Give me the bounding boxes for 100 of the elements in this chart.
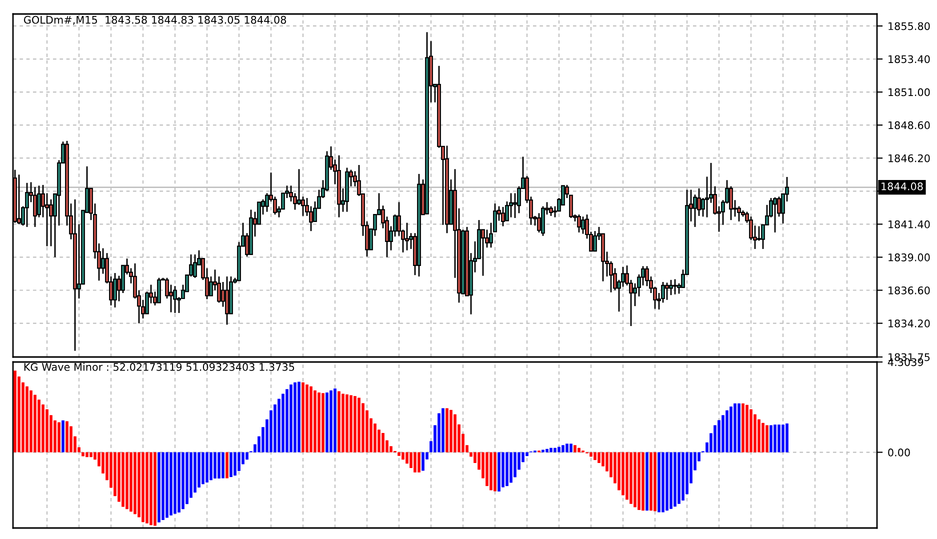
- bar: [86, 452, 88, 458]
- bar: [762, 422, 764, 452]
- candlestick: [705, 176, 709, 218]
- bar: [350, 395, 352, 452]
- bar: [562, 445, 564, 452]
- bar: [410, 452, 412, 468]
- bar: [398, 452, 400, 456]
- bar: [178, 452, 180, 512]
- bar: [542, 450, 544, 452]
- bar: [774, 424, 776, 452]
- bar: [294, 382, 296, 452]
- ref-line-label: 1844.08: [882, 182, 923, 190]
- bar: [126, 452, 128, 510]
- bar: [318, 392, 320, 452]
- bar: [454, 414, 456, 452]
- bar: [494, 452, 496, 492]
- candlestick: [225, 276, 229, 326]
- bar: [746, 404, 748, 452]
- bar: [658, 452, 660, 512]
- y-tick-label: 1836.60: [888, 286, 930, 294]
- bar: [498, 452, 500, 492]
- bar: [442, 408, 444, 452]
- y-tick-label: 1834.20: [888, 320, 930, 328]
- bar: [170, 452, 172, 516]
- bar: [226, 452, 228, 478]
- bar: [574, 445, 576, 452]
- candlestick: [425, 31, 429, 214]
- bar: [182, 452, 184, 510]
- bar: [570, 444, 572, 452]
- bar: [546, 448, 548, 452]
- bar: [34, 394, 36, 452]
- bar: [750, 409, 752, 452]
- bar: [662, 452, 664, 512]
- bar: [414, 452, 416, 472]
- bar: [382, 432, 384, 452]
- bar: [222, 452, 224, 478]
- candlestick: [257, 202, 261, 225]
- bar: [418, 452, 420, 472]
- bar: [670, 452, 672, 509]
- candlestick: [417, 173, 421, 278]
- bar: [66, 421, 68, 452]
- bar: [26, 386, 28, 452]
- bar: [554, 448, 556, 452]
- candlestick: [481, 229, 485, 276]
- bar: [162, 452, 164, 520]
- chart-title: KG Wave Minor : 52.02173119 51.09323403 1.3735: [24, 362, 294, 371]
- bar: [490, 452, 492, 490]
- bar: [646, 452, 648, 511]
- bar: [290, 384, 292, 452]
- bar: [158, 452, 160, 522]
- bar: [174, 452, 176, 514]
- candlestick: [509, 192, 513, 218]
- bar: [502, 452, 504, 488]
- bar: [422, 452, 424, 471]
- bar: [786, 423, 788, 452]
- bar: [302, 382, 304, 452]
- candlestick: [25, 182, 29, 228]
- chart-title: GOLDm#,M15 1843.58 1844.83 1843.05 1844.08: [24, 16, 286, 25]
- y-tick-label: 1851.00: [888, 88, 930, 96]
- bar: [402, 452, 404, 460]
- bar: [246, 452, 248, 460]
- bar: [738, 403, 740, 452]
- y-tick-label: 1839.00: [888, 253, 930, 262]
- bar: [206, 452, 208, 482]
- bar: [150, 452, 152, 526]
- bar: [326, 392, 328, 452]
- bar: [322, 393, 324, 452]
- bar: [590, 452, 592, 457]
- bar: [766, 425, 768, 452]
- bar: [146, 452, 148, 524]
- bar: [130, 452, 132, 512]
- bar: [734, 403, 736, 452]
- bar: [682, 452, 684, 501]
- bar: [674, 452, 676, 507]
- candlestick: [601, 233, 605, 282]
- bar: [14, 370, 16, 452]
- bar: [310, 386, 312, 452]
- bar: [30, 390, 32, 452]
- bar: [298, 382, 300, 452]
- bar: [446, 408, 448, 452]
- bar: [642, 452, 644, 511]
- bar: [630, 452, 632, 504]
- y-tick-label: 1841.40: [888, 220, 930, 228]
- bar: [486, 452, 488, 486]
- bar: [314, 390, 316, 452]
- bar: [166, 452, 168, 518]
- bar: [334, 388, 336, 452]
- bar: [654, 452, 656, 512]
- bar: [730, 406, 732, 452]
- bar: [218, 452, 220, 478]
- y-tick-label: 1855.80: [888, 22, 930, 30]
- bar: [510, 452, 512, 483]
- bar: [598, 452, 600, 463]
- bar: [566, 444, 568, 452]
- bar: [134, 452, 136, 514]
- bar: [202, 452, 204, 484]
- bar: [62, 420, 64, 452]
- bar: [558, 446, 560, 452]
- bar: [622, 452, 624, 496]
- bar: [678, 452, 680, 504]
